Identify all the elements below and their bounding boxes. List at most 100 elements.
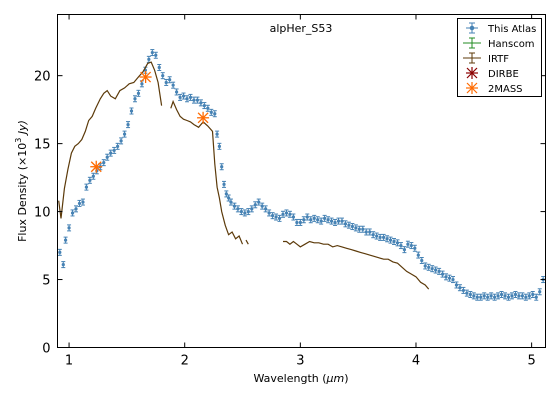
data-point-this-atlas (412, 244, 417, 252)
data-point-this-atlas (378, 233, 383, 241)
data-point-this-atlas (471, 292, 476, 300)
x-tick-label: 2 (181, 354, 189, 369)
data-point-this-atlas (136, 89, 141, 97)
data-point-this-atlas (308, 216, 313, 224)
data-point-this-atlas (235, 205, 240, 213)
data-point-2mass (139, 71, 152, 84)
data-point-this-atlas (350, 223, 355, 231)
legend-entry-2mass: 2MASS (466, 82, 523, 95)
data-point-this-atlas (333, 218, 338, 226)
data-point-this-atlas (222, 180, 227, 188)
data-point-this-atlas (527, 292, 532, 300)
data-point-this-atlas (219, 163, 224, 171)
data-point-this-atlas (503, 292, 508, 300)
data-point-this-atlas (205, 104, 210, 112)
data-point-this-atlas (339, 217, 344, 225)
plot-frame (57, 14, 546, 348)
data-point-this-atlas (126, 121, 131, 129)
data-point-2mass (197, 111, 210, 124)
legend-label-this-atlas: This Atlas (487, 24, 536, 35)
legend-label-dirbe: DIRBE (488, 69, 519, 80)
x-tick-label: 3 (296, 354, 304, 369)
data-point-this-atlas (260, 202, 265, 210)
data-point-this-atlas (108, 149, 113, 157)
data-point-this-atlas (402, 246, 407, 254)
data-point-this-atlas (232, 202, 237, 210)
data-point-this-atlas (284, 209, 289, 217)
data-point-this-atlas (450, 276, 455, 284)
data-point-this-atlas (267, 209, 272, 217)
data-point-this-atlas (77, 199, 82, 207)
data-point-this-atlas (464, 289, 469, 297)
data-point-this-atlas (167, 76, 172, 84)
data-point-this-atlas (239, 208, 244, 216)
data-point-this-atlas (185, 95, 190, 103)
data-point-this-atlas (215, 130, 220, 138)
data-point-this-atlas (447, 274, 452, 282)
x-tick-label: 1 (65, 354, 73, 369)
legend-marker-irtf (463, 52, 481, 64)
data-point-this-atlas (499, 290, 504, 298)
y-tick-label: 0 (42, 342, 50, 357)
data-point-this-atlas (178, 93, 183, 101)
y-tick-label: 20 (34, 70, 51, 85)
data-point-this-atlas (153, 51, 158, 59)
data-point-this-atlas (84, 183, 89, 191)
data-point-this-atlas (423, 262, 428, 270)
data-point-this-atlas (105, 153, 110, 161)
data-point-this-atlas (146, 55, 151, 63)
series-line-irtf (245, 239, 249, 245)
data-point-this-atlas (181, 92, 186, 100)
data-point-this-atlas (326, 216, 331, 224)
data-point-this-atlas (212, 110, 217, 118)
data-point-this-atlas (489, 292, 494, 300)
data-point-this-atlas (398, 242, 403, 250)
data-point-this-atlas (440, 270, 445, 278)
y-tick-label: 5 (42, 274, 50, 289)
data-point-this-atlas (228, 198, 233, 206)
data-point-this-atlas (224, 190, 229, 198)
data-point-this-atlas (70, 209, 75, 217)
legend-marker-this-atlas (466, 22, 478, 34)
data-point-this-atlas (202, 102, 207, 110)
legend-label-irtf: IRTF (488, 54, 509, 65)
data-point-this-atlas (112, 146, 117, 154)
data-point-this-atlas (246, 208, 251, 216)
data-point-this-atlas (478, 293, 483, 301)
data-point-this-atlas (537, 288, 542, 296)
data-point-this-atlas (430, 265, 435, 273)
data-point-this-atlas (513, 290, 518, 298)
data-point-this-atlas (371, 231, 376, 239)
data-point-this-atlas (492, 293, 497, 301)
data-point-this-atlas (226, 194, 231, 202)
data-point-this-atlas (409, 242, 414, 250)
data-point-this-atlas (101, 159, 106, 167)
data-point-this-atlas (91, 172, 96, 180)
data-point-this-atlas (388, 236, 393, 244)
data-point-this-atlas (242, 209, 247, 217)
data-point-this-atlas (188, 93, 193, 101)
data-point-this-atlas (444, 273, 449, 281)
data-point-this-atlas (343, 220, 348, 228)
legend-marker-dirbe (466, 67, 478, 79)
data-point-this-atlas (357, 225, 362, 233)
data-point-this-atlas (164, 78, 169, 86)
data-point-this-atlas (298, 218, 303, 226)
legend-entry-this-atlas: This Atlas (466, 22, 536, 35)
data-point-this-atlas (468, 290, 473, 298)
series-layer (57, 49, 546, 301)
data-point-this-atlas (385, 235, 390, 243)
data-point-this-atlas (63, 236, 68, 244)
data-point-this-atlas (426, 263, 431, 271)
data-point-this-atlas (270, 212, 275, 220)
y-axis-label: Flux Density (×103 Jy) (14, 120, 29, 242)
data-point-this-atlas (329, 217, 334, 225)
data-point-this-atlas (454, 281, 459, 289)
data-point-this-atlas (87, 176, 92, 184)
data-point-this-atlas (433, 266, 438, 274)
data-point-this-atlas (336, 217, 341, 225)
data-point-this-atlas (274, 213, 279, 221)
legend-marker-hanscom (463, 37, 481, 49)
data-point-this-atlas (312, 214, 317, 222)
